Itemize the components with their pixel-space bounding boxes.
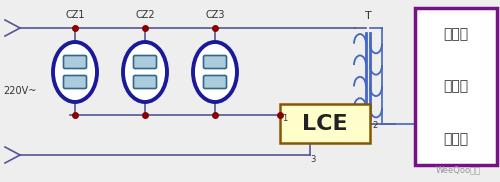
- Text: 1: 1: [282, 114, 287, 123]
- Text: CZ1: CZ1: [65, 10, 85, 20]
- Text: CZ3: CZ3: [206, 10, 225, 20]
- Text: 共用天: 共用天: [444, 27, 468, 41]
- Text: 220V~: 220V~: [3, 86, 36, 96]
- FancyBboxPatch shape: [204, 56, 227, 68]
- FancyBboxPatch shape: [134, 56, 156, 68]
- FancyBboxPatch shape: [64, 56, 86, 68]
- Ellipse shape: [53, 42, 97, 102]
- FancyBboxPatch shape: [204, 76, 227, 88]
- Text: 线放大: 线放大: [444, 80, 468, 94]
- Text: WeeQoo维库: WeeQoo维库: [436, 165, 480, 175]
- Ellipse shape: [193, 42, 237, 102]
- Text: 2: 2: [372, 122, 378, 130]
- Text: 3: 3: [310, 155, 316, 164]
- FancyBboxPatch shape: [134, 76, 156, 88]
- Bar: [415, 8, 497, 165]
- Text: LCE: LCE: [302, 114, 348, 134]
- Text: 器电源: 器电源: [444, 132, 468, 146]
- Ellipse shape: [123, 42, 167, 102]
- Text: T: T: [364, 11, 372, 21]
- FancyBboxPatch shape: [64, 76, 86, 88]
- Text: CZ2: CZ2: [135, 10, 155, 20]
- Bar: [280, 104, 370, 143]
